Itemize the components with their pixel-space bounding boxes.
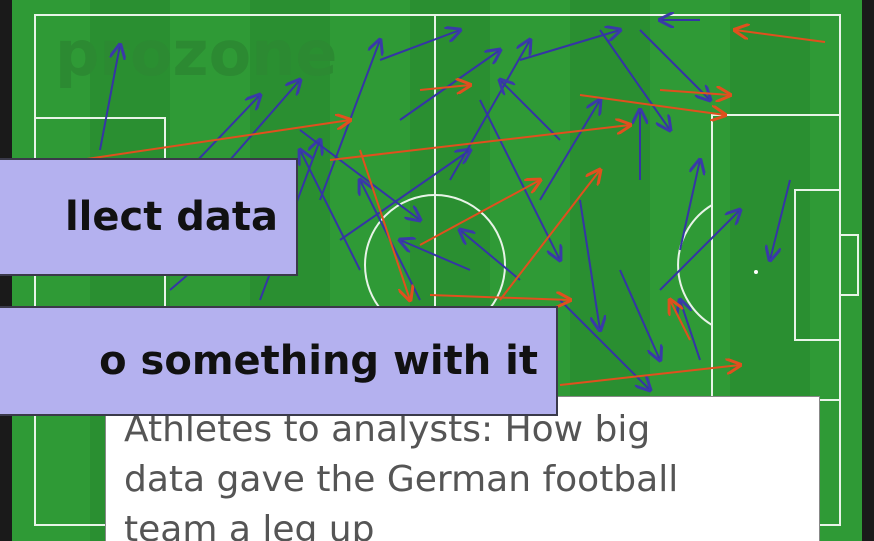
bullet-box: o something with it	[0, 306, 558, 416]
bullet-box: llect data	[0, 158, 298, 276]
bullet-text: o something with it	[99, 338, 538, 384]
slide: prozone llect data Athletes to analysts:…	[0, 0, 874, 541]
caption-line: data gave the German football	[124, 459, 678, 500]
bullet-text: llect data	[65, 194, 278, 240]
watermark: prozone	[55, 17, 337, 90]
caption-box: Athletes to analysts: How big data gave …	[105, 396, 820, 541]
caption-line: team a leg up	[124, 509, 374, 541]
